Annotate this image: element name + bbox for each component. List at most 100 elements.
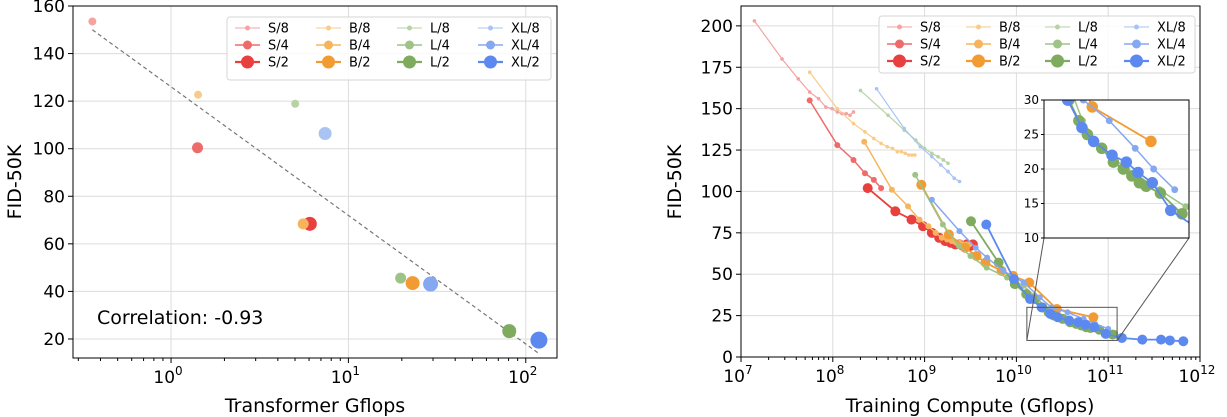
right-point-xl-4	[1036, 294, 1043, 301]
left-y-axis-label: FID-50K	[4, 144, 26, 219]
right-point-b-8	[906, 153, 911, 157]
right-y-axis-label: FID-50K	[664, 144, 686, 219]
right-point-s-8	[848, 113, 852, 118]
right-x-tick-label: 109	[907, 363, 936, 387]
right-line-b-2	[920, 184, 1094, 319]
zoom-region-box	[1026, 306, 1118, 341]
right-point-xl-8	[874, 86, 879, 91]
right-legend-marker-s-4	[895, 39, 904, 49]
right-point-b-8	[890, 146, 895, 151]
inset-point-b-2	[1145, 135, 1157, 148]
right-point-xl-4	[956, 228, 963, 235]
inset-line-xl-2	[1066, 100, 1189, 224]
inset-y-tick-label: 15	[1024, 197, 1039, 211]
inset-point-xl-2	[1087, 135, 1100, 148]
right-point-xl-2	[1052, 312, 1063, 323]
right-point-b-4	[888, 186, 895, 193]
left-legend-label-l-8: L/8	[430, 22, 450, 37]
inset-y-tick-label: 30	[1024, 93, 1039, 107]
right-y-tick-label: 200	[701, 17, 733, 37]
left-point-xl-2	[530, 331, 548, 349]
right-point-xl-8	[952, 176, 956, 180]
right-point-l-8	[858, 88, 863, 93]
correlation-annotation: Correlation: -0.93	[97, 307, 263, 329]
right-legend-marker-s-2	[893, 54, 906, 68]
inset-point-b-2	[1042, 0, 1054, 2]
right-legend-marker-xl-8	[1134, 24, 1139, 30]
right-x-tick-exponent: 11	[1108, 363, 1123, 377]
left-point-s-8	[88, 17, 97, 26]
right-point-s-4	[870, 176, 877, 183]
inset-point-xl-2	[1146, 177, 1159, 189]
right-legend-label-s-8: S/8	[920, 21, 941, 36]
right-point-xl-8	[930, 154, 934, 159]
left-legend-marker-xl-4	[486, 40, 495, 50]
right-point-xl-8	[918, 144, 923, 149]
left-legend-marker-s-4	[243, 40, 252, 50]
right-series-b-8	[807, 70, 917, 157]
right-point-b-8	[879, 141, 883, 146]
right-point-s-8	[796, 77, 801, 81]
right-point-s-4	[878, 185, 885, 192]
right-legend-label-l-8: L/8	[1078, 21, 1098, 36]
right-point-l-4	[983, 264, 990, 271]
right-point-l-8	[930, 151, 934, 156]
left-legend-label-s-2: S/2	[268, 56, 289, 71]
left-y-tick-label: 20	[43, 330, 65, 350]
left-y-tick-label: 80	[43, 187, 65, 207]
right-point-xl-2	[1156, 334, 1167, 345]
right-x-tick-exponent: 12	[1200, 363, 1215, 377]
left-legend-marker-s-8	[245, 25, 250, 31]
right-legend-label-l-2: L/2	[1078, 55, 1098, 70]
right-point-b-8	[895, 149, 900, 154]
left-legend-marker-b-4	[324, 40, 333, 50]
right-point-b-4	[905, 203, 912, 210]
left-legend-label-xl-2: XL/2	[511, 56, 540, 71]
right-point-xl-2	[981, 219, 992, 230]
right-series-xl-8	[874, 86, 962, 184]
inset-point-xl-4	[1150, 165, 1158, 173]
left-legend-label-xl-8: XL/8	[511, 22, 540, 37]
right-point-s-8	[752, 19, 757, 23]
inset-line-xl-4	[1082, 100, 1176, 191]
inset-point-xl-4	[1131, 144, 1139, 152]
left-legend-label-b-4: B/4	[349, 39, 371, 54]
left-plot-frame	[72, 5, 558, 359]
inset-y-tick-label: 25	[1024, 128, 1039, 142]
left-y-tick-label: 60	[43, 235, 65, 255]
left-x-tick-exponent: 0	[175, 364, 183, 378]
left-legend-box	[226, 16, 552, 81]
right-point-b-8	[851, 121, 856, 126]
right-point-l-8	[886, 113, 890, 118]
right-point-b-4	[938, 234, 945, 241]
right-legend-label-s-4: S/4	[920, 38, 941, 53]
right-point-xl-4	[1020, 279, 1027, 286]
left-x-tick-label: 101	[331, 364, 360, 388]
right-legend-label-s-2: S/2	[920, 55, 941, 70]
right-point-b-2	[1088, 312, 1099, 323]
inset-series-xl-4	[1079, 100, 1179, 194]
right-point-l-8	[941, 158, 946, 162]
right-point-xl-8	[902, 126, 907, 131]
right-legend-label-b-8: B/8	[999, 21, 1021, 36]
left-point-l-2	[502, 324, 517, 339]
left-point-b-2	[405, 276, 420, 291]
right-point-xl-2	[1025, 294, 1036, 305]
left-x-tick-exponent: 1	[352, 364, 360, 378]
right-point-xl-2	[1137, 334, 1148, 345]
right-y-tick-label: 0	[722, 348, 733, 368]
left-x-tick-label: 102	[508, 364, 537, 388]
left-y-tick-label: 100	[33, 140, 65, 160]
right-point-xl-2	[1116, 332, 1127, 343]
right-point-s-8	[830, 106, 834, 111]
left-point-xl-8	[318, 126, 332, 140]
right-point-xl-4	[1000, 267, 1007, 274]
right-point-s-4	[834, 142, 841, 149]
left-point-xl-4	[423, 276, 439, 292]
right-point-xl-8	[946, 169, 950, 174]
inset-point-xl-2	[1164, 204, 1177, 217]
right-point-l-2	[965, 216, 976, 227]
right-point-b-8	[903, 151, 908, 156]
